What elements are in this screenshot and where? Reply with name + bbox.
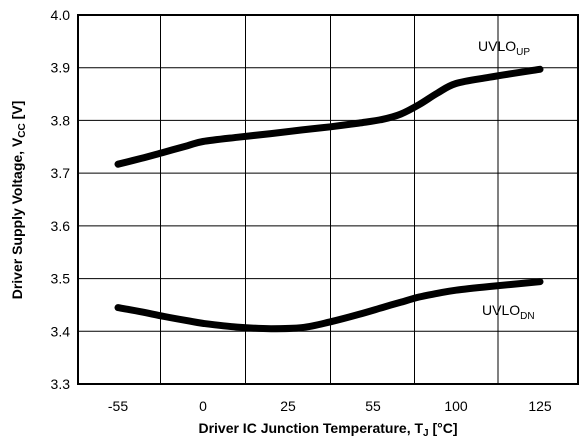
series-lines	[114, 65, 544, 333]
y-tick-label: 3.5	[51, 271, 71, 287]
y-tick-label: 3.6	[51, 218, 71, 234]
series-line-uvlo-dn	[114, 278, 544, 333]
y-axis-title: Driver Supply Voltage, VCC [V]	[9, 101, 28, 300]
x-tick-label: 100	[444, 398, 468, 414]
x-tick-label: 55	[365, 398, 381, 414]
x-tick-label: 0	[199, 398, 207, 414]
y-tick-label: 3.3	[51, 376, 71, 392]
series-label-uvlo-dn: UVLODN	[482, 302, 535, 322]
y-tick-label: 3.7	[51, 165, 71, 181]
x-tick-label: -55	[108, 398, 128, 414]
y-tick-labels: 3.3 3.4 3.5 3.6 3.7 3.8 3.9 4.0	[51, 7, 71, 392]
x-tick-label: 25	[280, 398, 296, 414]
y-tick-label: 4.0	[51, 7, 71, 23]
y-tick-label: 3.9	[51, 60, 71, 76]
plot-area	[78, 15, 578, 384]
x-tick-labels: -55 0 25 55 100 125	[108, 398, 552, 414]
plot-frame	[77, 14, 579, 385]
series-label-uvlo-up: UVLOUP	[478, 38, 530, 58]
x-tick-label: 125	[528, 398, 552, 414]
y-tick-label: 3.8	[51, 112, 71, 128]
x-axis-title: Driver IC Junction Temperature, TJ [°C]	[198, 420, 457, 439]
y-tick-label: 3.4	[51, 323, 71, 339]
series-line-uvlo-up	[114, 65, 544, 168]
